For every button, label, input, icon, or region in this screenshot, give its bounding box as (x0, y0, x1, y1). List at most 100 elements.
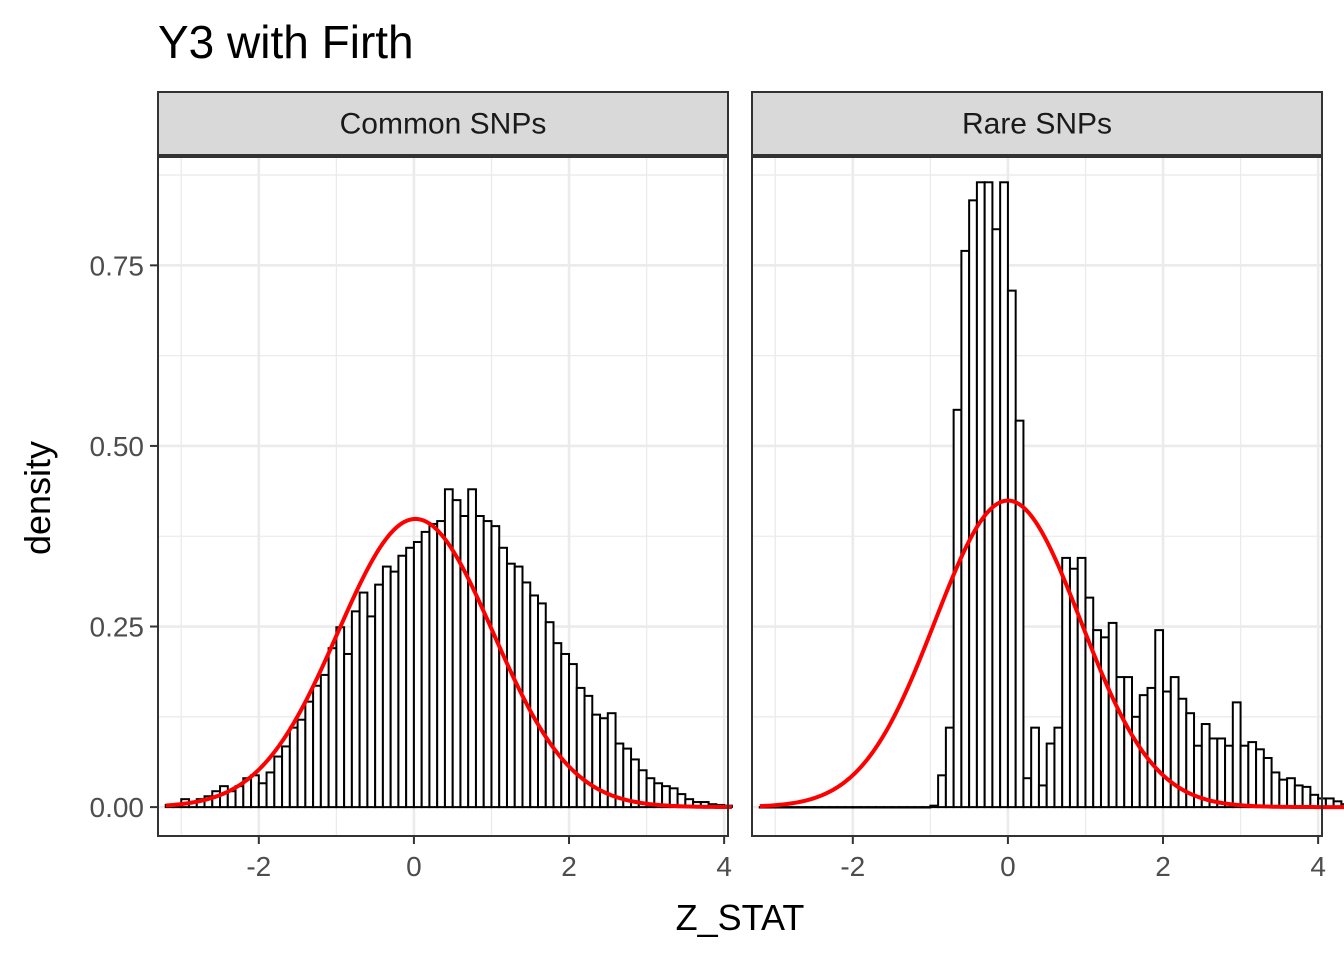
histogram-bar (482, 520, 493, 809)
histogram-bar (1162, 690, 1172, 809)
facet-strip-label: Rare SNPs (962, 108, 1112, 141)
histogram-bar (459, 515, 470, 809)
normal-density-curve (165, 516, 732, 810)
facet-strip (751, 91, 1323, 156)
x-tick-label: 2 (1155, 851, 1171, 882)
histogram-bar (991, 228, 1002, 809)
histogram-bar (1076, 556, 1087, 809)
y-tick-label: 0.50 (90, 431, 145, 462)
histogram-bar (1255, 748, 1265, 809)
histogram-bar (960, 249, 971, 809)
histogram-bar (1301, 785, 1312, 809)
y-tick-label: 0.75 (90, 250, 145, 281)
histogram-bar (1107, 621, 1118, 809)
histogram-bar (505, 562, 516, 809)
x-tick-label: 2 (561, 851, 577, 882)
histogram-bar (420, 530, 431, 809)
histogram-bar (350, 610, 361, 809)
histogram-bar (1286, 777, 1296, 809)
histogram-bar (1099, 636, 1110, 809)
y-tick-label: 0.25 (90, 612, 145, 643)
histogram-bar (1270, 771, 1281, 809)
normal-density-curve (759, 498, 1344, 810)
histogram-bar (405, 546, 415, 809)
histogram-bar (358, 591, 369, 809)
histogram-bar (1053, 726, 1064, 809)
histogram-bar (975, 181, 986, 809)
histogram-bar (544, 621, 555, 809)
histogram-bar (929, 804, 940, 809)
panel-border (751, 156, 1323, 837)
histogram-bar (952, 408, 963, 809)
histogram-bar (568, 663, 578, 809)
x-tick-label: 0 (1000, 851, 1016, 882)
x-tick-label: -2 (840, 851, 865, 882)
histogram-bar (1239, 744, 1250, 809)
histogram-bar (1224, 744, 1234, 809)
histogram-bar (1208, 737, 1219, 809)
histogram-bar (1037, 784, 1048, 809)
histogram-bar (381, 565, 392, 809)
histogram-bar (374, 583, 384, 809)
panel-common-snps: Common SNPs (157, 91, 733, 837)
histogram-bar (1262, 756, 1273, 809)
histogram-bar (944, 726, 955, 809)
histogram-bar (288, 726, 299, 809)
facet-strip (157, 91, 729, 156)
panel-rare-snps: Rare SNPs (751, 91, 1344, 837)
histogram-bar (412, 541, 423, 809)
histogram-bar (1278, 778, 1289, 809)
histogram-bar (1200, 723, 1211, 809)
x-tick-label: 4 (1310, 851, 1326, 882)
facet-strip-label: Common SNPs (340, 108, 547, 141)
histogram-bar (389, 570, 400, 809)
histogram-bar (537, 602, 547, 809)
histogram-bar (1231, 701, 1242, 809)
histogram-bar (319, 673, 330, 809)
x-axis-title: Z_STAT (676, 897, 805, 938)
histogram-bar (1146, 686, 1157, 809)
chart-title: Y3 with Firth (158, 16, 414, 68)
panel-background (752, 157, 1322, 836)
histogram-bar (575, 686, 586, 809)
histogram-bar (343, 652, 353, 809)
histogram-bar (552, 642, 563, 809)
x-tick-label: 4 (716, 851, 732, 882)
histogram-bar (257, 782, 268, 809)
histogram-bar (983, 181, 994, 809)
y-axis-title: density (17, 441, 58, 555)
histogram-bar (281, 745, 291, 809)
histogram-bar (1006, 289, 1017, 809)
histogram-bar (428, 522, 439, 809)
histogram-bar (397, 554, 408, 809)
y-axis: 0.00 0.25 0.50 0.75 (90, 250, 158, 823)
histogram-bar (1247, 741, 1258, 809)
x-axis: -2 0 2 4 -2 0 2 4 (246, 836, 1326, 882)
panel-border (157, 156, 729, 837)
histogram-bar (1014, 419, 1025, 809)
histogram-bar (1216, 737, 1227, 809)
histogram-bar (560, 652, 571, 809)
x-tick-label: 0 (406, 851, 422, 882)
histogram-bar (1045, 742, 1056, 809)
histogram-bar (1115, 676, 1126, 809)
histogram-bar (451, 499, 462, 809)
histogram-bar (467, 488, 477, 809)
histogram-bar (1022, 777, 1033, 809)
histogram-bar (490, 525, 501, 809)
histogram-bar (1293, 784, 1304, 809)
histogram-bar (474, 515, 485, 809)
x-tick-label: -2 (246, 851, 271, 882)
histogram-bar (1131, 715, 1141, 809)
histogram-bar (583, 694, 594, 809)
histogram-bar (436, 520, 446, 809)
histogram-bar (226, 790, 237, 809)
histogram-bar (498, 546, 508, 809)
histogram-bar (265, 771, 276, 809)
histogram-bar (250, 774, 260, 809)
histogram-bar (304, 700, 315, 809)
histogram-bar (591, 713, 602, 809)
histogram-bar (443, 488, 454, 809)
histogram-bar (1084, 596, 1095, 809)
histogram-bar (937, 774, 947, 809)
